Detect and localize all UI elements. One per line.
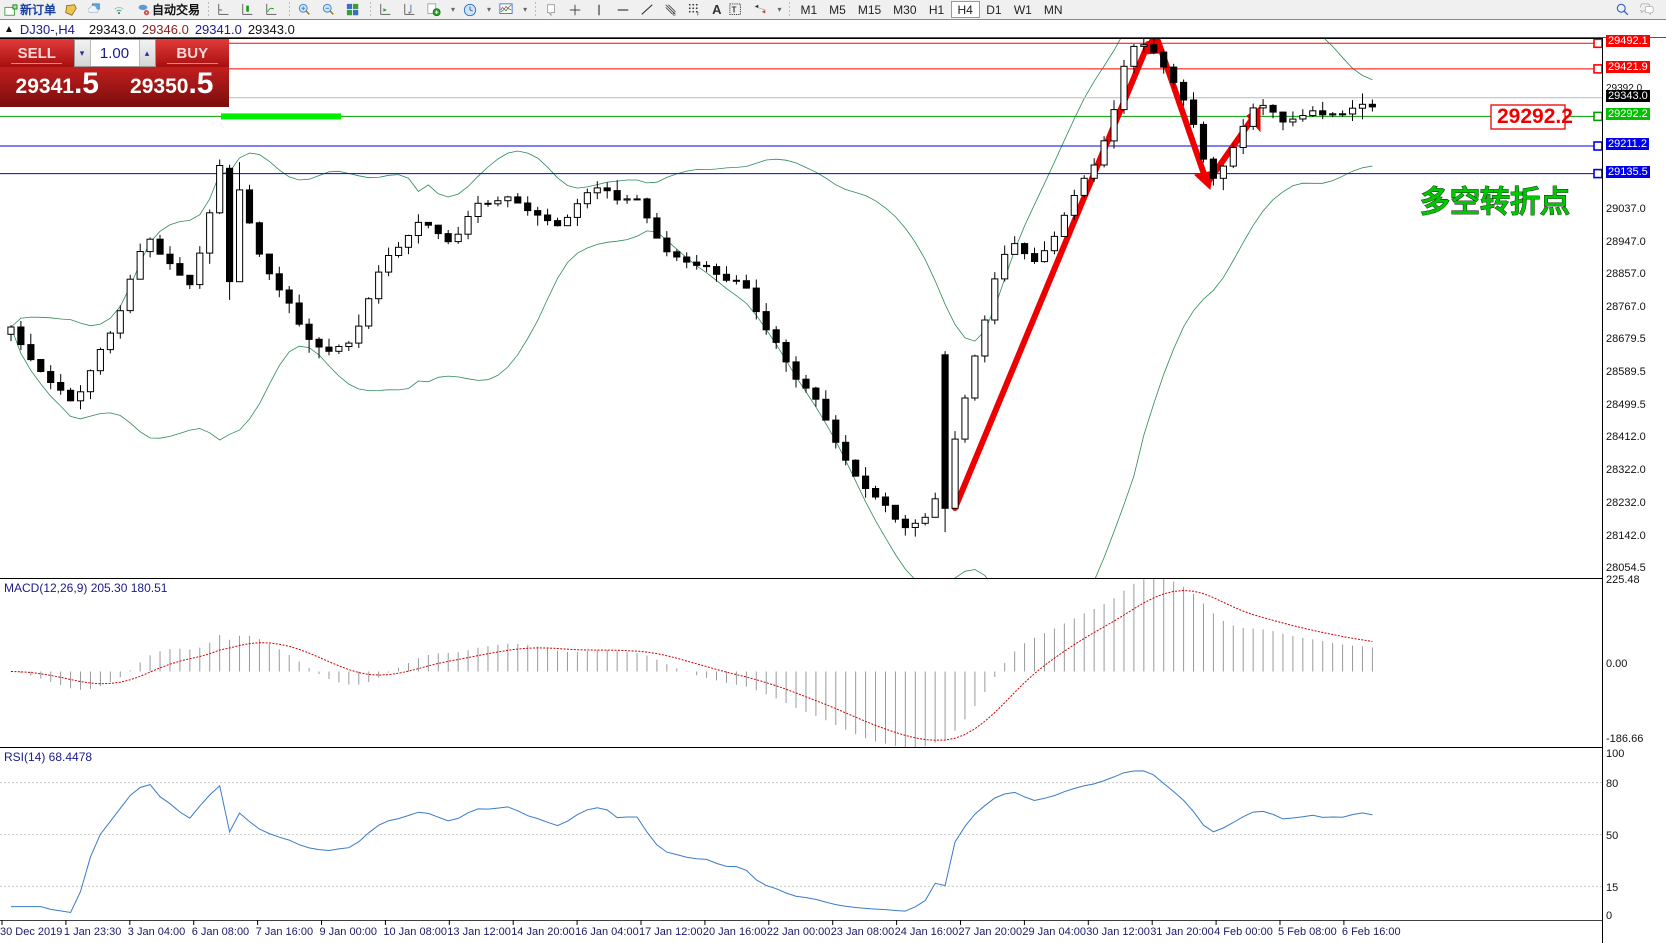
svg-text:T: T: [732, 5, 737, 14]
svg-text:多空转折点: 多空转折点: [1420, 186, 1570, 219]
svg-text:E: E: [673, 11, 676, 16]
svg-text:29292.2: 29292.2: [1497, 105, 1573, 128]
svg-text:F: F: [697, 11, 700, 16]
